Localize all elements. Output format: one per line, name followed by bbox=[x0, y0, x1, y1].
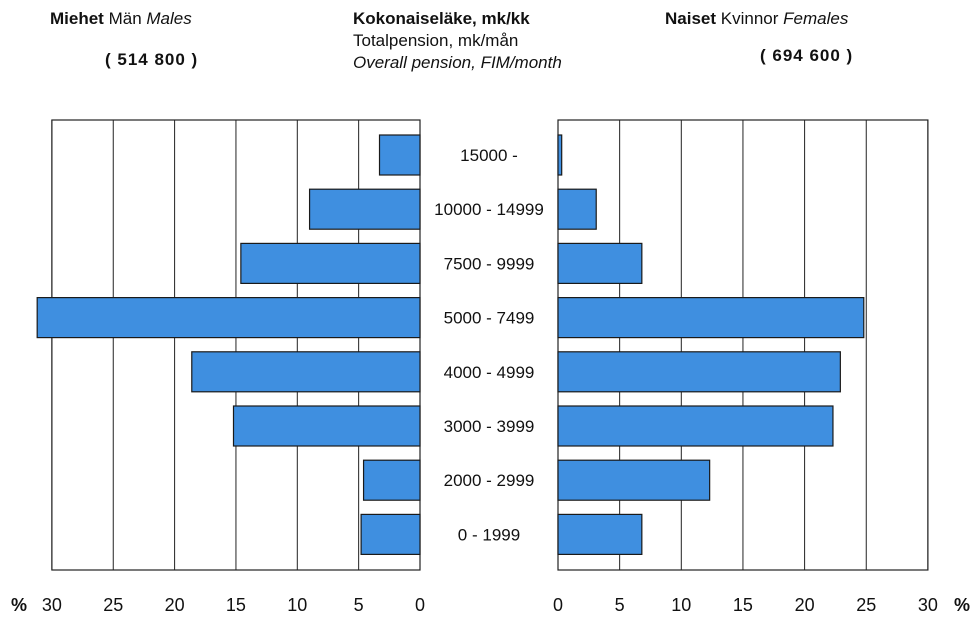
x-tick-label-left: 5 bbox=[354, 595, 364, 615]
male-bar bbox=[192, 352, 420, 392]
male-bar bbox=[233, 406, 420, 446]
female-bar bbox=[558, 243, 642, 283]
female-bar bbox=[558, 460, 710, 500]
x-tick-label-left: 15 bbox=[226, 595, 246, 615]
male-bar bbox=[380, 135, 420, 175]
x-tick-label-right: 30 bbox=[918, 595, 938, 615]
x-tick-label-right: 5 bbox=[615, 595, 625, 615]
male-bar bbox=[361, 514, 420, 554]
female-bar bbox=[558, 514, 642, 554]
female-bar bbox=[558, 135, 562, 175]
male-bar bbox=[310, 189, 420, 229]
category-label: 7500 - 9999 bbox=[444, 254, 535, 273]
male-bar bbox=[37, 298, 420, 338]
category-label: 4000 - 4999 bbox=[444, 363, 535, 382]
female-bar bbox=[558, 189, 596, 229]
x-tick-label-right: 10 bbox=[671, 595, 691, 615]
x-tick-label-left: 0 bbox=[415, 595, 425, 615]
category-label: 2000 - 2999 bbox=[444, 471, 535, 490]
female-bar bbox=[558, 298, 864, 338]
x-tick-label-right: 25 bbox=[856, 595, 876, 615]
percent-unit-right: % bbox=[954, 595, 970, 615]
x-tick-label-left: 30 bbox=[42, 595, 62, 615]
male-bar bbox=[364, 460, 420, 500]
percent-unit-left: % bbox=[11, 595, 27, 615]
x-tick-label-right: 20 bbox=[795, 595, 815, 615]
category-label: 5000 - 7499 bbox=[444, 309, 535, 328]
female-bar bbox=[558, 352, 840, 392]
category-label: 10000 - 14999 bbox=[434, 200, 544, 219]
category-label: 3000 - 3999 bbox=[444, 417, 535, 436]
category-label: 0 - 1999 bbox=[458, 525, 520, 544]
x-tick-label-right: 15 bbox=[733, 595, 753, 615]
x-tick-label-left: 20 bbox=[165, 595, 185, 615]
male-bar bbox=[241, 243, 420, 283]
x-tick-label-left: 10 bbox=[287, 595, 307, 615]
category-label: 15000 - bbox=[460, 146, 518, 165]
female-bar bbox=[558, 406, 833, 446]
x-tick-label-left: 25 bbox=[103, 595, 123, 615]
x-tick-label-right: 0 bbox=[553, 595, 563, 615]
